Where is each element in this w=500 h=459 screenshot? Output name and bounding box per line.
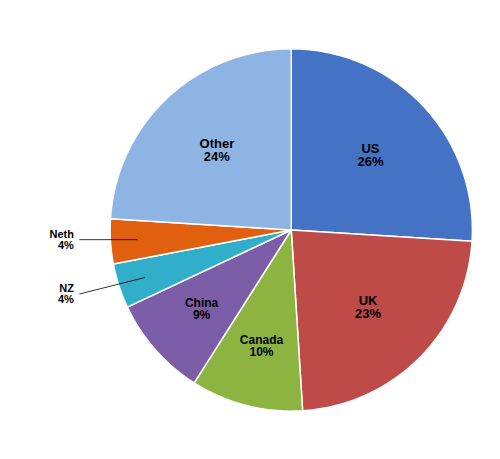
svg-text:Other24%: Other24% [200,136,235,164]
svg-text:Canada10%: Canada10% [240,333,284,359]
svg-text:US26%: US26% [357,141,383,169]
svg-text:Neth4%: Neth4% [49,228,74,251]
svg-text:China9%: China9% [185,296,219,322]
svg-text:UK23%: UK23% [355,293,381,321]
svg-text:NZ4%: NZ4% [58,282,74,305]
